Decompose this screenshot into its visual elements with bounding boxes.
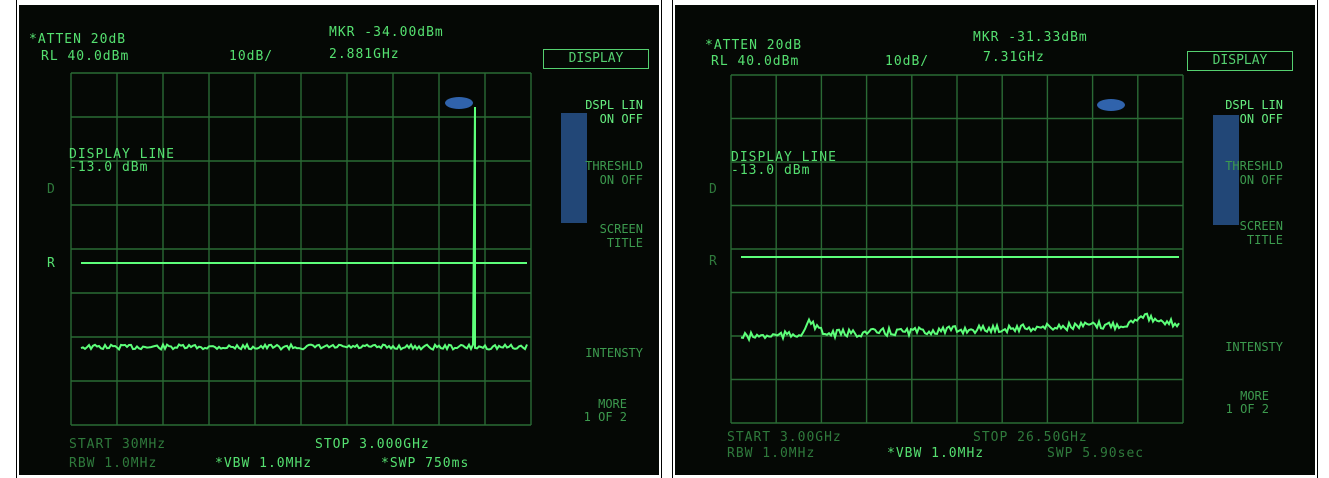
rbw-label: RBW 1.0MHz [69, 456, 158, 471]
softkey-dspl-on-off: ON OFF [599, 112, 643, 126]
softkey-more: MORE [598, 397, 627, 411]
display-line-label: DISPLAY LINE [731, 150, 837, 165]
sweep-time: SWP 5.90sec [1047, 446, 1145, 461]
softkey-more-of: 1 OF 2 [1225, 402, 1269, 416]
softkey-threshld-on-off: ON OFF [599, 173, 643, 187]
spectrum-trace [80, 106, 528, 352]
softkey-threshld: THRESHLD [585, 159, 643, 173]
r-marker: R [709, 254, 718, 269]
softkey-more: MORE [1240, 389, 1269, 403]
scale-label: 10dB/ [885, 54, 930, 69]
softkey-intensity: INTENSTY [585, 346, 643, 360]
display-line-value: -13.0 dBm [69, 160, 149, 175]
sweep-time: *SWP 750ms [381, 456, 470, 471]
grid-and-trace-right [730, 74, 1239, 424]
start-frequency: START 3.00GHz [727, 430, 842, 445]
stop-frequency: STOP 26.50GHz [973, 430, 1088, 445]
atten-label: *ATTEN 20dB [29, 32, 127, 47]
marker-amplitude: MKR -34.00dBm [329, 25, 444, 40]
stop-frequency: STOP 3.000GHz [315, 437, 430, 452]
d-marker: D [709, 182, 718, 197]
marker-frequency: 7.31GHz [983, 50, 1045, 65]
left-frame: *ATTEN 20dB RL 40.0dBm 10dB/ MKR -34.00d… [16, 0, 662, 478]
softkey-dspl-lin: DSPL LIN [585, 98, 643, 112]
softkey-more-of: 1 OF 2 [583, 410, 627, 424]
vbw-label: *VBW 1.0MHz [215, 456, 313, 471]
softkey-dspl-lin: DSPL LIN [1225, 98, 1283, 112]
d-marker: D [47, 182, 56, 197]
grid-and-trace-left [70, 72, 587, 426]
atten-label: *ATTEN 20dB [705, 38, 803, 53]
start-frequency: START 30MHz [69, 437, 167, 452]
display-menu-box: DISPLAY [543, 49, 649, 69]
vbw-label: *VBW 1.0MHz [887, 446, 985, 461]
glare-strip [1213, 115, 1239, 225]
r-marker: R [47, 256, 56, 271]
softkey-screen: SCREEN [1239, 219, 1283, 233]
softkey-screen: SCREEN [599, 222, 643, 236]
softkey-threshld-on-off: ON OFF [1239, 173, 1283, 187]
display-menu-box: DISPLAY [1187, 51, 1293, 71]
softkey-dspl-on-off: ON OFF [1239, 112, 1283, 126]
softkey-title: TITLE [1246, 233, 1283, 247]
display-line-value: -13.0 dBm [731, 163, 811, 178]
right-frame: *ATTEN 20dB RL 40.0dBm 10dB/ MKR -31.33d… [672, 0, 1318, 478]
spectrum-photo-left: *ATTEN 20dB RL 40.0dBm 10dB/ MKR -34.00d… [19, 5, 659, 475]
rbw-label: RBW 1.0MHz [727, 446, 816, 461]
spectrum-trace [740, 312, 1180, 343]
softkey-threshld: THRESHLD [1225, 159, 1283, 173]
softkey-intensity: INTENSTY [1225, 340, 1283, 354]
glare-strip [561, 113, 587, 223]
glare-spot [445, 97, 473, 109]
softkey-title: TITLE [606, 236, 643, 250]
ref-level-label: RL 40.0dBm [711, 54, 800, 69]
ref-level-label: RL 40.0dBm [41, 49, 130, 64]
spectrum-photo-right: *ATTEN 20dB RL 40.0dBm 10dB/ MKR -31.33d… [675, 5, 1315, 475]
scale-label: 10dB/ [229, 49, 274, 64]
marker-amplitude: MKR -31.33dBm [973, 30, 1088, 45]
display-line-label: DISPLAY LINE [69, 147, 175, 162]
glare-spot [1097, 99, 1125, 111]
marker-frequency: 2.881GHz [329, 47, 400, 62]
